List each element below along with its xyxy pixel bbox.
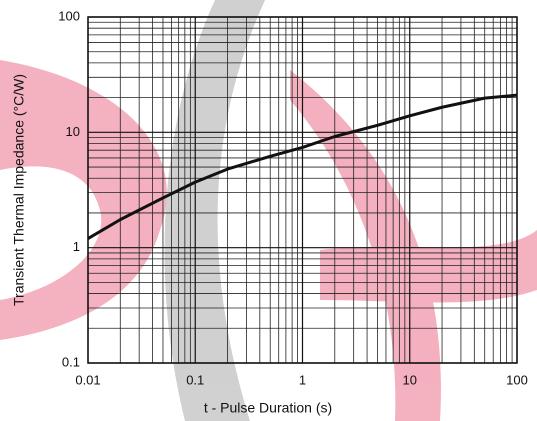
x-tick-label: 1 [299, 372, 306, 387]
y-tick-label: 10 [66, 124, 80, 139]
watermark-shape [164, 0, 265, 421]
data-line [87, 93, 518, 240]
x-axis-title: t - Pulse Duration (s) [204, 400, 332, 416]
x-tick-label: 0.01 [75, 372, 100, 387]
y-tick-label: 0.1 [62, 354, 80, 369]
y-tick-label: 1 [73, 239, 80, 254]
watermark-shape [0, 60, 167, 340]
watermark-shape [290, 70, 441, 421]
x-tick-label: 10 [403, 372, 417, 387]
y-tick-label: 100 [58, 8, 80, 23]
watermark-shape [320, 230, 537, 303]
y-axis-title: Transient Thermal Impedance (°C/W) [11, 74, 27, 306]
x-tick-label: 100 [506, 372, 528, 387]
plot-frame [87, 16, 518, 364]
x-tick-label: 0.1 [186, 372, 204, 387]
